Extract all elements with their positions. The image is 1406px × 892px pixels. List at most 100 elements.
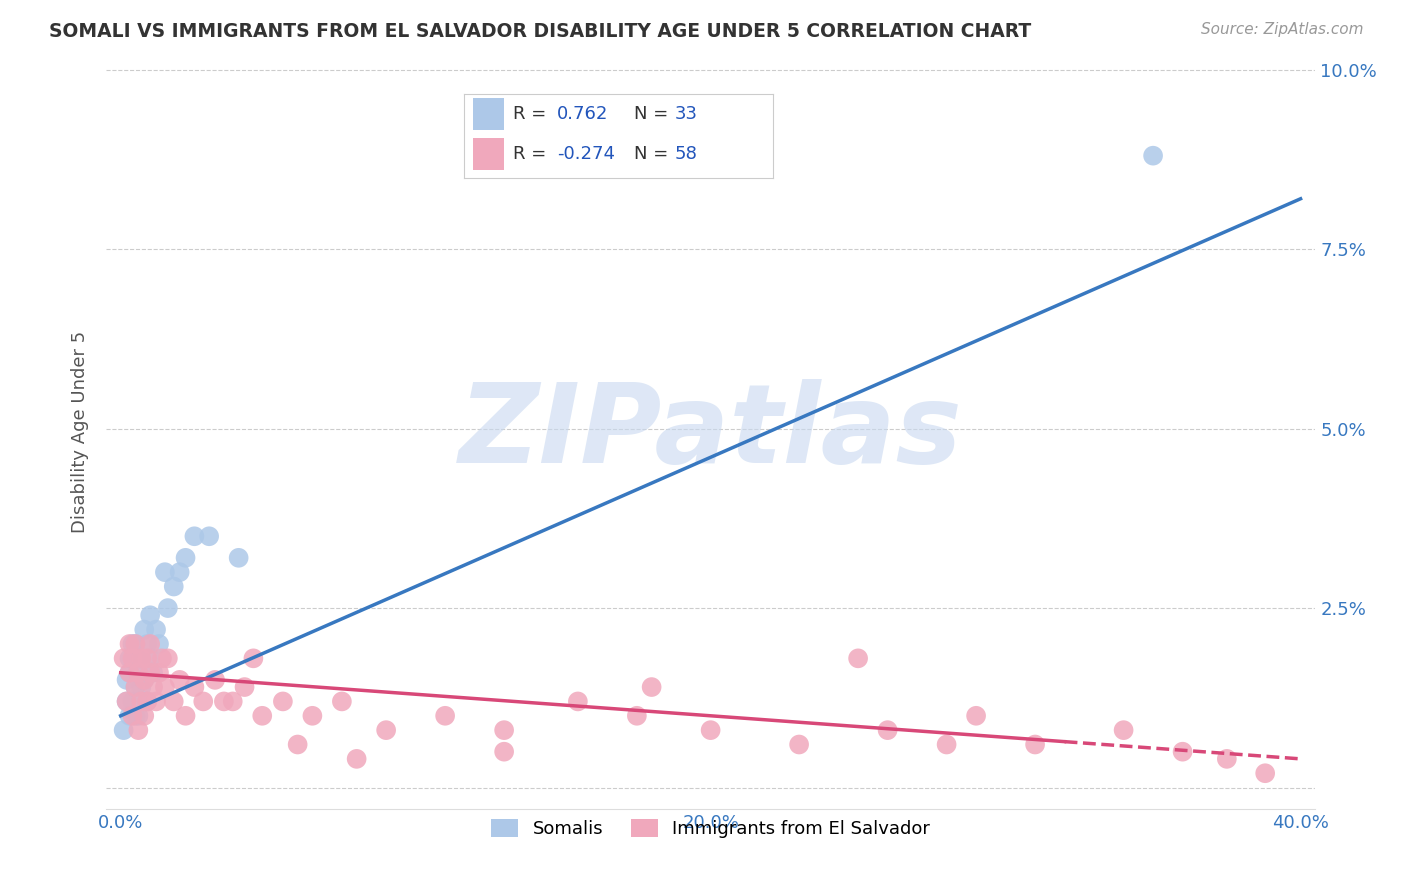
Point [434,708,457,723]
Point [1142,149,1164,163]
Point [112,723,135,738]
Point [163,694,186,708]
Bar [474,137,505,169]
Point [935,738,957,752]
Point [139,665,162,680]
Point [271,694,294,708]
Point [124,637,146,651]
Point [127,723,149,738]
Text: ZIPatlas: ZIPatlas [458,378,963,485]
Text: N =: N = [634,105,673,123]
Point [131,680,153,694]
Point [131,694,153,708]
Point [640,680,662,694]
Point [301,708,323,723]
Text: R =: R = [513,105,553,123]
Text: R =: R = [513,145,553,163]
Point [1024,738,1046,752]
Point [204,673,226,687]
Point [183,529,205,543]
Point [494,745,516,759]
Point [136,694,159,708]
Point [131,651,153,665]
Point [330,694,353,708]
Point [787,738,810,752]
Text: N =: N = [634,145,673,163]
Point [139,637,162,651]
Point [567,694,589,708]
Text: 58: 58 [675,145,697,163]
Point [127,665,149,680]
Point [626,708,648,723]
Point [287,738,309,752]
Point [198,529,221,543]
Bar [474,98,505,130]
Point [699,723,721,738]
Point [124,680,146,694]
Point [139,651,162,665]
Point [494,723,516,738]
Point [118,665,141,680]
Point [153,680,176,694]
Point [115,673,138,687]
Point [118,637,141,651]
Point [118,665,141,680]
Text: 0.762: 0.762 [557,105,609,123]
Point [118,708,141,723]
Point [127,708,149,723]
Y-axis label: Disability Age Under 5: Disability Age Under 5 [72,331,89,533]
Text: Source: ZipAtlas.com: Source: ZipAtlas.com [1201,22,1364,37]
Point [156,651,179,665]
Point [163,580,186,594]
Point [148,665,170,680]
Point [233,680,256,694]
Point [169,673,191,687]
Point [965,708,987,723]
Text: SOMALI VS IMMIGRANTS FROM EL SALVADOR DISABILITY AGE UNDER 5 CORRELATION CHART: SOMALI VS IMMIGRANTS FROM EL SALVADOR DI… [49,22,1032,41]
Point [846,651,869,665]
Point [148,637,170,651]
Point [121,651,143,665]
Point [145,694,167,708]
Legend: Somalis, Immigrants from El Salvador: Somalis, Immigrants from El Salvador [484,812,938,846]
Point [115,694,138,708]
Text: 33: 33 [675,105,697,123]
Point [1216,752,1239,766]
Point [136,694,159,708]
Point [136,637,159,651]
Point [118,651,141,665]
Point [212,694,235,708]
Point [134,623,156,637]
Point [174,550,197,565]
Point [193,694,215,708]
Point [252,708,274,723]
Point [169,565,191,579]
Point [222,694,245,708]
Point [242,651,264,665]
Point [139,608,162,623]
Point [134,708,156,723]
Point [150,651,173,665]
Point [127,665,149,680]
Point [115,694,138,708]
Point [1112,723,1135,738]
Point [121,708,143,723]
Point [145,623,167,637]
Point [346,752,368,766]
Point [136,651,159,665]
Point [124,637,146,651]
Point [121,637,143,651]
Point [142,665,165,680]
Point [876,723,898,738]
Point [112,651,135,665]
Point [153,565,176,579]
Point [142,680,165,694]
Point [1254,766,1277,780]
Point [375,723,398,738]
Point [156,601,179,615]
Text: -0.274: -0.274 [557,145,614,163]
Point [1171,745,1194,759]
Point [174,708,197,723]
Point [131,651,153,665]
Point [228,550,250,565]
